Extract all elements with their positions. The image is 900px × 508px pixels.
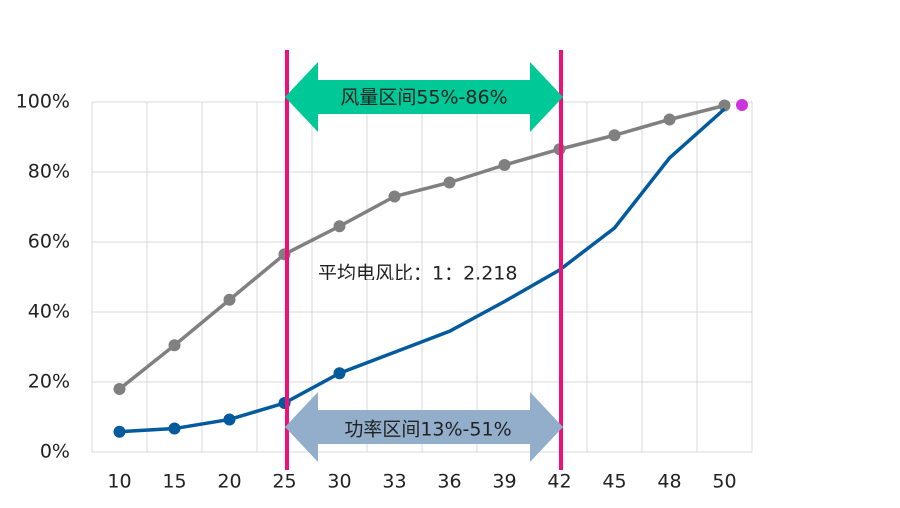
- grid: [91, 101, 753, 453]
- power-range-label: 功率区间13%-51%: [344, 419, 511, 441]
- x-tick-label: 20: [217, 471, 241, 493]
- x-tick-label: 15: [162, 471, 186, 493]
- point: [388, 190, 401, 203]
- point: [608, 129, 621, 142]
- ratio-label: 平均电风比：1：2.218: [318, 263, 517, 285]
- x-tick-label: 33: [382, 471, 406, 493]
- x-tick-label: 39: [492, 471, 516, 493]
- y-tick-label: 0%: [40, 441, 70, 463]
- end-marker: [736, 99, 748, 111]
- x-tick-label: 10: [107, 471, 131, 493]
- point: [113, 383, 126, 395]
- x-tick-label: 45: [602, 471, 626, 493]
- y-tick-label: 40%: [28, 301, 70, 323]
- air-range-arrow: [285, 62, 563, 132]
- power-range-arrow: [285, 392, 563, 462]
- point: [333, 367, 346, 380]
- point: [168, 422, 181, 435]
- series-line: [118, 103, 725, 391]
- air-range-label: 风量区间55%-86%: [340, 87, 507, 109]
- y-tick-label: 20%: [28, 371, 70, 393]
- y-tick-label: 100%: [16, 91, 70, 113]
- point: [223, 413, 236, 426]
- point: [718, 99, 731, 112]
- point: [223, 293, 236, 306]
- point: [498, 159, 511, 171]
- y-tick-label: 60%: [28, 231, 70, 253]
- point: [663, 113, 676, 126]
- x-tick-label: 30: [327, 471, 351, 493]
- y-tick-label: 80%: [28, 161, 70, 183]
- point: [443, 176, 456, 189]
- point: [333, 220, 346, 233]
- series-line: [119, 107, 726, 434]
- x-tick-label: 42: [547, 471, 571, 493]
- x-tick-label: 25: [272, 471, 296, 493]
- x-tick-label: 50: [712, 471, 736, 493]
- x-tick-label: 36: [437, 471, 461, 493]
- x-tick-label: 48: [657, 471, 681, 493]
- point: [168, 339, 181, 352]
- point: [113, 425, 126, 438]
